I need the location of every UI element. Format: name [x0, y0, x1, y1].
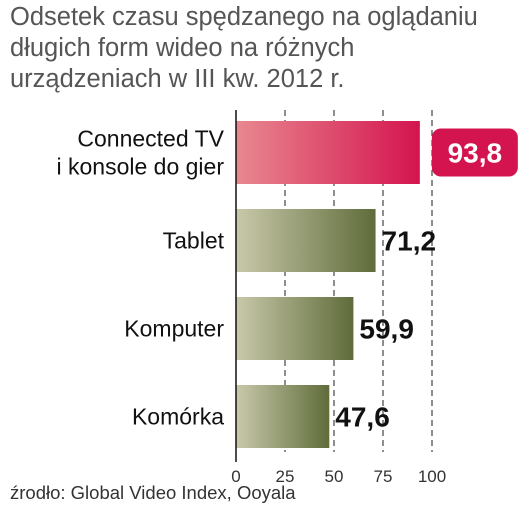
category-label-0-line-1: i konsole do gier — [57, 154, 225, 180]
value-label-0: 93,8 — [448, 138, 503, 169]
title-line-2: długich form wideo na różnych — [10, 34, 355, 62]
highlight-value-badge — [431, 128, 518, 177]
bar-0 — [236, 121, 420, 184]
labels: Connected TVi konsole do gier Tablet Kompu… — [57, 126, 518, 433]
value-label-3: 47,6 — [335, 402, 390, 433]
category-label-2-line-0: Komputer — [124, 316, 224, 342]
title-line-1: Odsetek czasu spędzanego na oglądaniu — [10, 3, 478, 31]
x-tick-label-50: 50 — [325, 467, 344, 486]
category-label-1-line-0: Tablet — [163, 228, 225, 254]
x-tick-label-75: 75 — [374, 467, 393, 486]
bars — [236, 121, 420, 448]
bar-1 — [236, 209, 376, 272]
x-tick-label-25: 25 — [276, 467, 295, 486]
source-note: źrodło: Global Video Index, Ooyala — [10, 482, 296, 503]
x-axis: 0 25 50 75 100 — [231, 110, 446, 486]
chart-title: Odsetek czasu spędzanego na oglądaniu dł… — [10, 2, 515, 95]
x-tick-label-100: 100 — [418, 467, 446, 486]
category-label-0-line-0: Connected TV — [77, 126, 224, 152]
bar-2 — [236, 297, 354, 360]
bar-3 — [236, 385, 330, 448]
value-label-2: 59,9 — [359, 314, 414, 345]
value-label-1: 71,2 — [382, 226, 437, 257]
x-tick-label-0: 0 — [231, 467, 240, 486]
title-line-3: urządzeniach w III kw. 2012 r. — [10, 65, 345, 93]
category-label-3-line-0: Komórka — [132, 404, 224, 430]
